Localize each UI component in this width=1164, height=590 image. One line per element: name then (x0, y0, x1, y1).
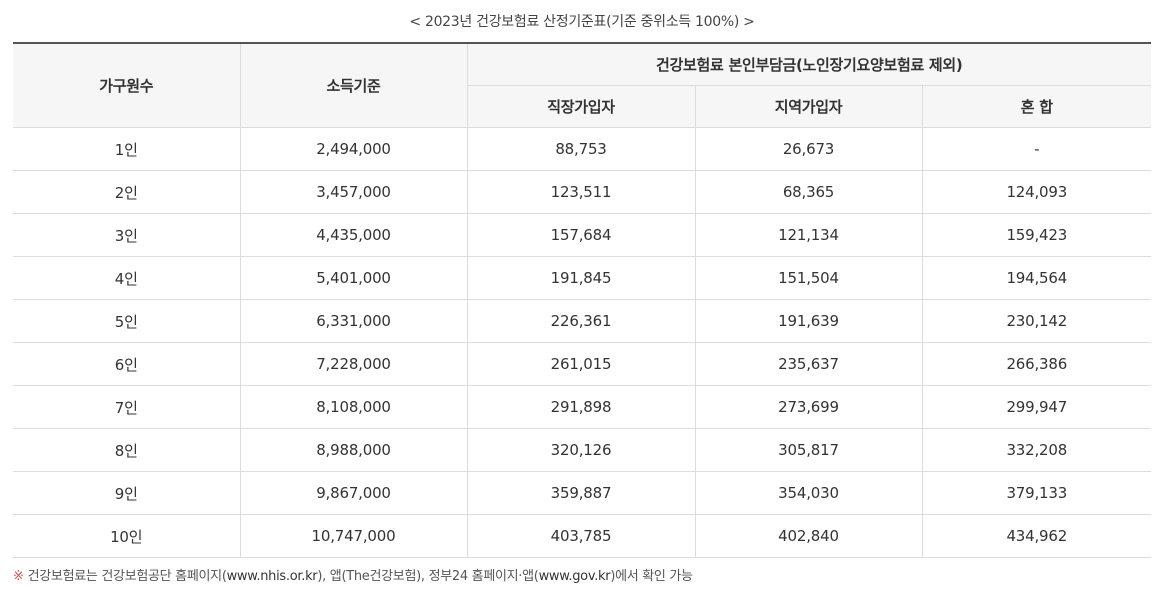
cell-employee: 261,015 (466, 342, 696, 386)
cell-mixed: 434,962 (921, 514, 1152, 558)
cell-income: 4,435,000 (239, 213, 468, 257)
cell-regional: 402,840 (694, 514, 923, 558)
cell-employee: 359,887 (466, 471, 696, 515)
cell-household: 1인 (13, 127, 241, 171)
cell-mixed: 159,423 (921, 213, 1152, 257)
gov-link[interactable]: www.gov.kr (538, 569, 611, 584)
cell-regional: 273,699 (694, 385, 923, 429)
cell-employee: 403,785 (466, 514, 696, 558)
note-text: )에서 확인 가능 (610, 569, 693, 584)
cell-regional: 26,673 (694, 127, 923, 171)
nhis-link[interactable]: www.nhis.or.kr (226, 569, 318, 584)
cell-employee: 88,753 (466, 127, 696, 171)
table-row: 7인 8,108,000 291,898 273,699 299,947 (13, 385, 1152, 429)
cell-income: 3,457,000 (239, 170, 468, 214)
cell-mixed: 299,947 (921, 385, 1152, 429)
cell-mixed: - (921, 127, 1152, 171)
cell-mixed: 332,208 (921, 428, 1152, 472)
cell-employee: 191,845 (466, 256, 696, 300)
table-row: 1인 2,494,000 88,753 26,673 - (13, 127, 1152, 171)
header-premium-group: 건강보험료 본인부담금(노인장기요양보험료 제외) (466, 42, 1152, 86)
cell-regional: 354,030 (694, 471, 923, 515)
table-row: 3인 4,435,000 157,684 121,134 159,423 (13, 213, 1152, 257)
cell-regional: 151,504 (694, 256, 923, 300)
cell-household: 2인 (13, 170, 241, 214)
cell-household: 8인 (13, 428, 241, 472)
cell-regional: 121,134 (694, 213, 923, 257)
header-household: 가구원수 (13, 42, 241, 128)
cell-regional: 191,639 (694, 299, 923, 343)
cell-income: 8,988,000 (239, 428, 468, 472)
footnote: ※ 건강보험료는 건강보험공단 홈페이지(www.nhis.or.kr), 앱(T… (13, 565, 693, 584)
table-row: 2인 3,457,000 123,511 68,365 124,093 (13, 170, 1152, 214)
cell-employee: 123,511 (466, 170, 696, 214)
table-caption: < 2023년 건강보험료 산정기준표(기준 중위소득 100%) > (409, 14, 755, 30)
table-row: 5인 6,331,000 226,361 191,639 230,142 (13, 299, 1152, 343)
note-mark: ※ (13, 569, 24, 584)
header-regional: 지역가입자 (694, 85, 923, 128)
cell-household: 7인 (13, 385, 241, 429)
cell-income: 9,867,000 (239, 471, 468, 515)
cell-employee: 291,898 (466, 385, 696, 429)
cell-mixed: 230,142 (921, 299, 1152, 343)
cell-regional: 68,365 (694, 170, 923, 214)
cell-regional: 235,637 (694, 342, 923, 386)
table-row: 6인 7,228,000 261,015 235,637 266,386 (13, 342, 1152, 386)
cell-income: 2,494,000 (239, 127, 468, 171)
header-employee: 직장가입자 (466, 85, 696, 128)
premium-table: 가구원수 소득기준 건강보험료 본인부담금(노인장기요양보험료 제외) 직장가입… (13, 42, 1152, 558)
cell-household: 5인 (13, 299, 241, 343)
note-text: ), 앱(The건강보험), 정부24 홈페이지·앱( (317, 569, 539, 584)
cell-employee: 157,684 (466, 213, 696, 257)
cell-mixed: 266,386 (921, 342, 1152, 386)
cell-mixed: 194,564 (921, 256, 1152, 300)
cell-income: 8,108,000 (239, 385, 468, 429)
cell-income: 7,228,000 (239, 342, 468, 386)
cell-regional: 305,817 (694, 428, 923, 472)
cell-income: 10,747,000 (239, 514, 468, 558)
table-row: 8인 8,988,000 320,126 305,817 332,208 (13, 428, 1152, 472)
table-row: 4인 5,401,000 191,845 151,504 194,564 (13, 256, 1152, 300)
cell-household: 3인 (13, 213, 241, 257)
cell-employee: 226,361 (466, 299, 696, 343)
table-row: 10인 10,747,000 403,785 402,840 434,962 (13, 514, 1152, 558)
header-income: 소득기준 (239, 42, 468, 128)
cell-employee: 320,126 (466, 428, 696, 472)
cell-mixed: 379,133 (921, 471, 1152, 515)
cell-household: 6인 (13, 342, 241, 386)
cell-household: 9인 (13, 471, 241, 515)
table-row: 9인 9,867,000 359,887 354,030 379,133 (13, 471, 1152, 515)
cell-household: 10인 (13, 514, 241, 558)
cell-mixed: 124,093 (921, 170, 1152, 214)
note-text: 건강보험료는 건강보험공단 홈페이지( (27, 569, 227, 584)
header-mixed: 혼 합 (921, 85, 1152, 128)
cell-household: 4인 (13, 256, 241, 300)
cell-income: 5,401,000 (239, 256, 468, 300)
cell-income: 6,331,000 (239, 299, 468, 343)
